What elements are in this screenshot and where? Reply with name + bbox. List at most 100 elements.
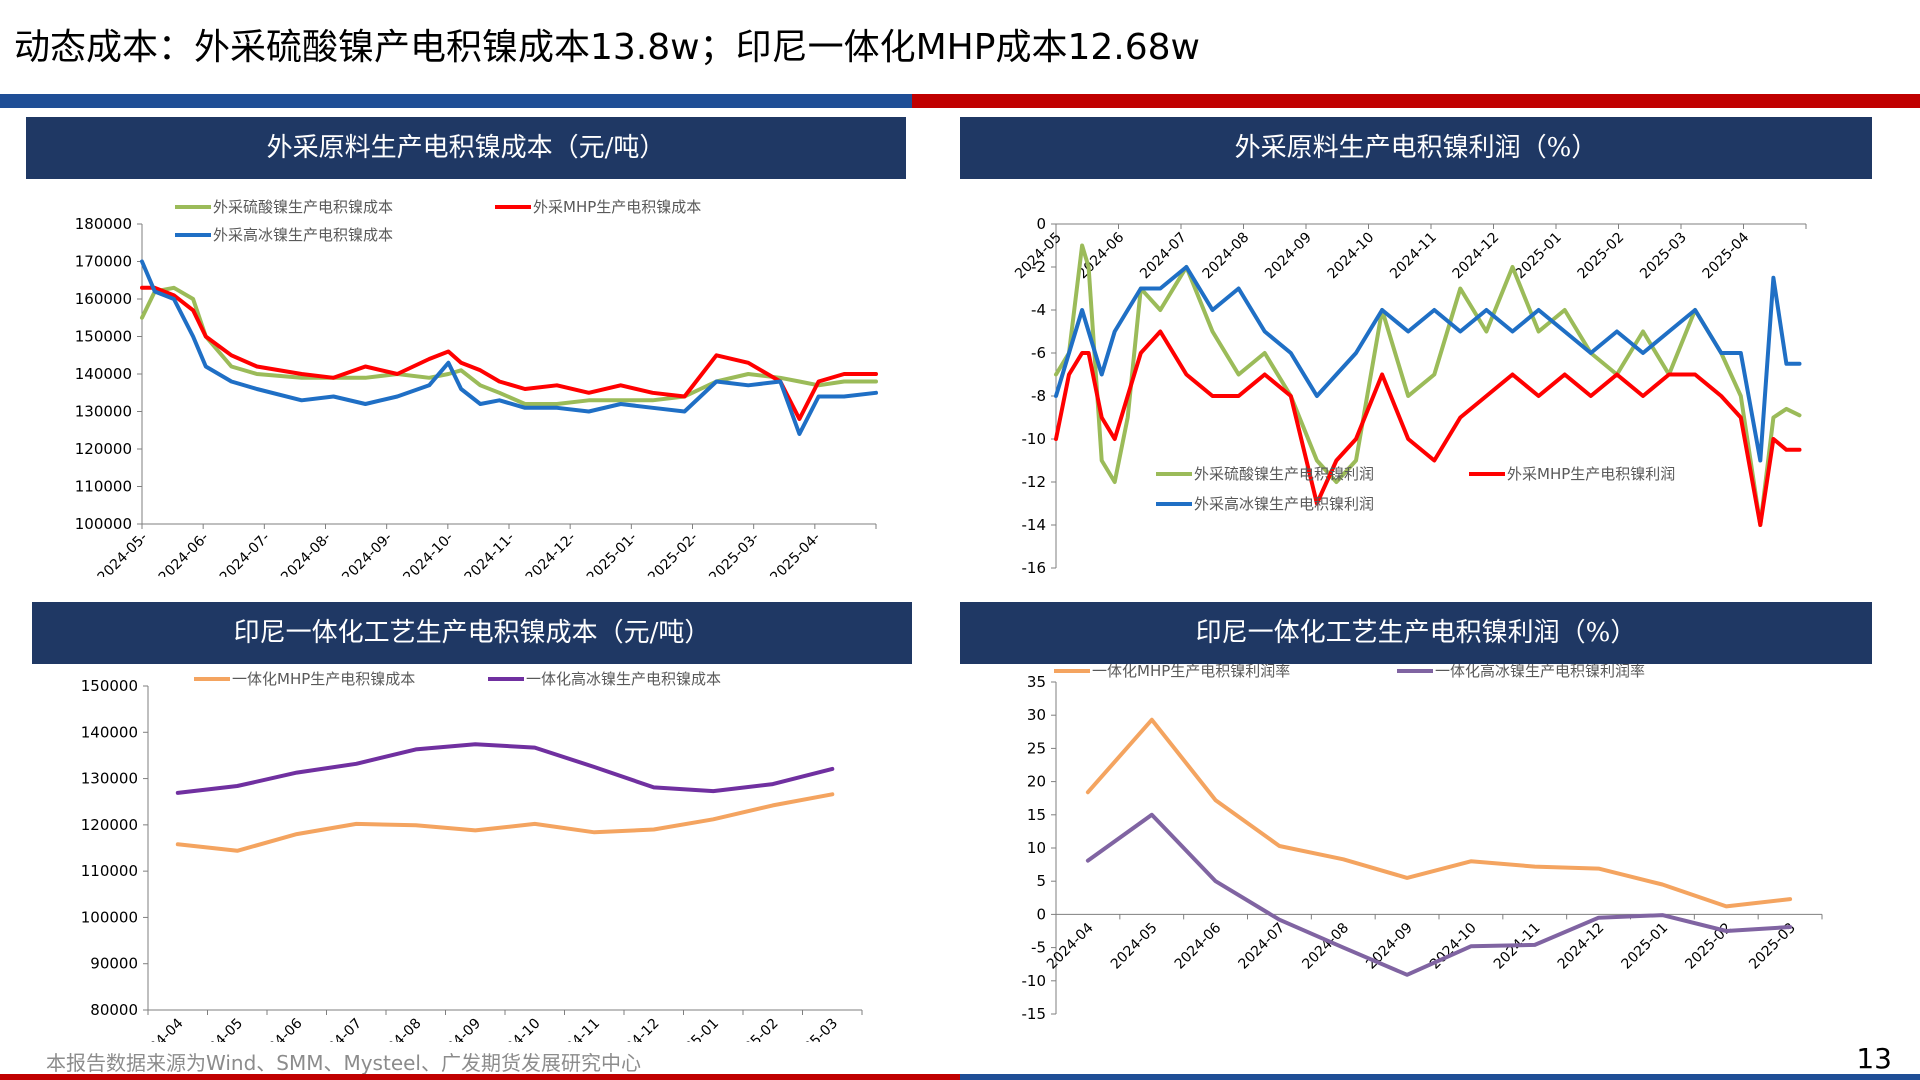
x-tick-label: 2024-09-: [339, 530, 395, 577]
bottom-divider: [0, 1074, 1920, 1080]
legend-label: 外采硫酸镍生产电积镍成本: [213, 198, 393, 216]
chart-header: 外采原料生产电积镍成本（元/吨）: [26, 117, 906, 179]
y-tick-label: 180000: [75, 215, 132, 233]
chart-panel-external-cost: 外采原料生产电积镍成本（元/吨） 100000 110000 120000 13000…: [26, 117, 906, 577]
x-tick-label: 2024-10-: [400, 530, 456, 577]
y-tick-label: 150000: [75, 328, 132, 346]
legend-label: 外采MHP生产电积镍成本: [533, 198, 701, 216]
chart-panel-integrated-profit: 印尼一体化工艺生产电积镍利润（%） -15 -10 -5 0 5 10 15 20 25 30 35…: [960, 602, 1872, 1042]
chart-svg: 100000 110000 120000 130000 140000 150000 1600…: [75, 198, 878, 577]
series-line-1: [1085, 717, 1793, 909]
y-tick-label: -14: [1022, 516, 1047, 534]
x-tick-label: 2024-05: [1108, 920, 1161, 973]
y-tick-label: 150000: [81, 677, 138, 695]
x-tick-label: 2025-03: [1637, 230, 1690, 283]
series-line-1: [1054, 243, 1802, 527]
x-tick-label: 2024-12: [1555, 920, 1608, 973]
x-tick-label: 2024-04: [134, 1015, 187, 1042]
page-number: 13: [1856, 1042, 1892, 1075]
series-line-1: [140, 285, 878, 406]
legend-label: 一体化MHP生产电积镍利润率: [1092, 664, 1290, 680]
legend-label: 一体化高冰镍生产电积镍成本: [526, 670, 721, 688]
y-tick-label: -15: [1022, 1005, 1047, 1023]
series-line-3: [140, 259, 878, 436]
x-tick-label: 2025-01: [1619, 920, 1672, 973]
bottom-divider-red: [0, 1074, 960, 1080]
x-tick-label: 2024-08: [1200, 230, 1253, 283]
x-tick-label: 2024-11-: [462, 530, 518, 577]
y-tick-label: 25: [1027, 739, 1046, 757]
y-tick-label: -16: [1022, 559, 1047, 577]
top-divider-blue: [0, 94, 912, 108]
x-tick-label: 2024-05: [193, 1016, 246, 1042]
y-tick-label: -2: [1031, 258, 1046, 276]
x-tick-label: 2024-06: [1172, 920, 1225, 973]
chart-header: 外采原料生产电积镍利润（%）: [960, 117, 1872, 179]
x-tick-label: 2024-09: [431, 1016, 484, 1042]
x-tick-label: 2024-06-: [156, 530, 212, 577]
x-tick-label: 2025-04-: [767, 530, 823, 577]
legend-label: 外采硫酸镍生产电积镍利润: [1194, 465, 1374, 483]
chart-svg: 80000 90000 100000 110000 120000 130000 140000…: [81, 670, 863, 1042]
x-tick-label: 2024-11: [550, 1016, 603, 1042]
series-line-2: [175, 742, 835, 795]
x-tick-label: 2024-07-: [217, 530, 273, 577]
series-line-3: [1054, 265, 1802, 463]
y-tick-label: 20: [1027, 773, 1046, 791]
x-tick-label: 2025-03-: [706, 530, 762, 577]
legend-label: 外采高冰镍生产电积镍成本: [213, 226, 393, 244]
y-tick-label: -10: [1022, 972, 1047, 990]
y-tick-label: 130000: [81, 770, 138, 788]
y-tick-label: 5: [1036, 872, 1046, 890]
x-tick-label: 2024-10: [1325, 230, 1378, 283]
x-tick-label: 2024-04: [1044, 920, 1097, 973]
y-tick-label: -12: [1022, 473, 1047, 491]
x-tick-label: 2025-01: [669, 1016, 722, 1042]
x-tick-label: 2025-02-: [645, 530, 701, 577]
chart-header: 印尼一体化工艺生产电积镍成本（元/吨）: [32, 602, 912, 664]
x-tick-label: 2024-09: [1363, 920, 1416, 973]
y-tick-label: 100000: [81, 908, 138, 926]
y-tick-label: 110000: [81, 862, 138, 880]
x-tick-label: 2024-09: [1262, 230, 1315, 283]
series-line-2: [140, 285, 878, 421]
top-divider-red: [912, 94, 1920, 108]
x-tick-label: 2024-11: [1387, 230, 1440, 283]
y-tick-label: 0: [1036, 905, 1046, 923]
bottom-divider-blue: [960, 1074, 1920, 1080]
y-tick-label: 120000: [81, 816, 138, 834]
x-tick-label: 2025-01-: [584, 530, 640, 577]
y-tick-label: 160000: [75, 290, 132, 308]
y-tick-label: 30: [1027, 706, 1046, 724]
x-tick-label: 2024-12: [1450, 230, 1503, 283]
y-tick-label: -4: [1031, 301, 1046, 319]
y-tick-label: 80000: [90, 1001, 138, 1019]
series-line-2: [1085, 812, 1793, 977]
y-tick-label: 110000: [75, 478, 132, 496]
y-tick-label: 35: [1027, 673, 1046, 691]
x-tick-label: 2024-12-: [523, 530, 579, 577]
x-tick-label: 2024-12: [610, 1016, 663, 1042]
y-tick-label: 120000: [75, 440, 132, 458]
x-tick-label: 2025-02: [1575, 230, 1628, 283]
x-tick-label: 2024-10: [491, 1016, 544, 1042]
x-tick-label: 2025-04: [1700, 229, 1753, 282]
y-tick-label: -8: [1031, 387, 1046, 405]
y-tick-label: 100000: [75, 515, 132, 533]
legend-label: 一体化高冰镍生产电积镍利润率: [1435, 664, 1645, 680]
y-tick-label: 10: [1027, 839, 1046, 857]
chart-header: 印尼一体化工艺生产电积镍利润（%）: [960, 602, 1872, 664]
y-tick-label: 15: [1027, 806, 1046, 824]
x-tick-label: 2025-02: [729, 1016, 782, 1042]
x-tick-label: 2024-08-: [278, 530, 334, 577]
series-line-2: [1054, 329, 1802, 527]
y-tick-label: 140000: [81, 723, 138, 741]
legend-label: 外采高冰镍生产电积镍利润: [1194, 495, 1374, 513]
legend-label: 外采MHP生产电积镍利润: [1507, 465, 1675, 483]
y-tick-label: -10: [1022, 430, 1047, 448]
slide-title: 动态成本：外采硫酸镍产电积镍成本13.8w；印尼一体化MHP成本12.68w: [14, 27, 1200, 68]
series-line-1: [175, 792, 835, 853]
top-divider: [0, 94, 1920, 108]
